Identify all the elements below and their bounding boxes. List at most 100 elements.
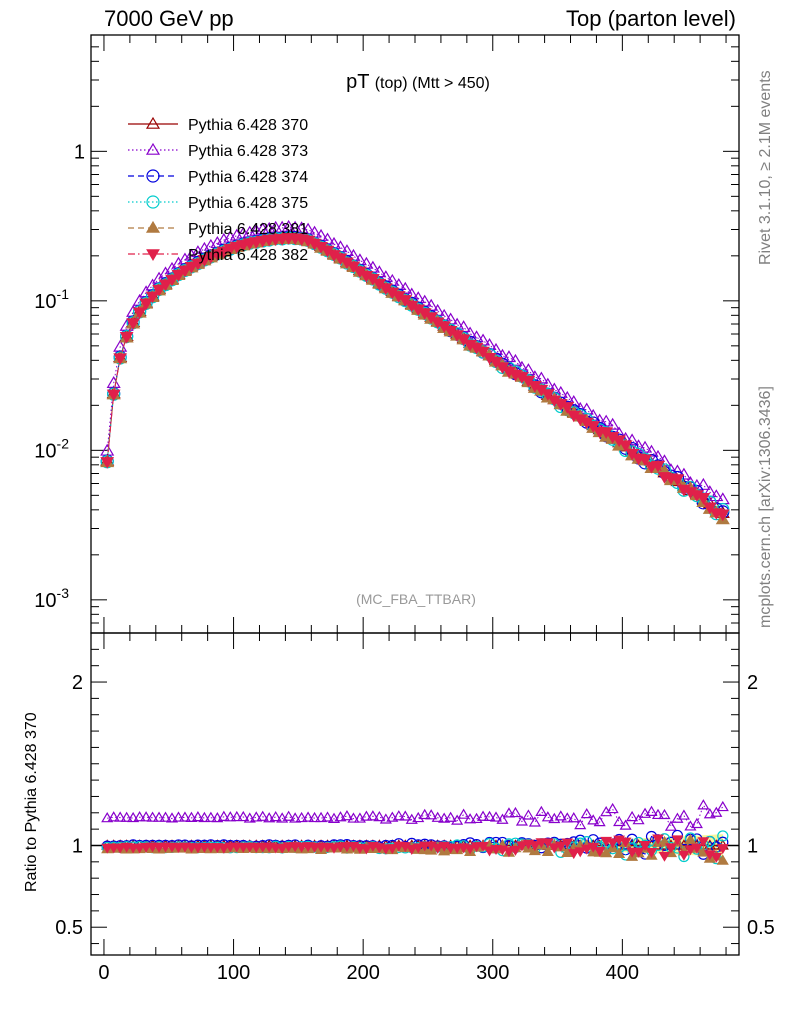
legend-entry: Pythia 6.428 370 [128, 116, 308, 134]
data-point [120, 811, 133, 822]
data-point [340, 810, 354, 821]
data-point [334, 811, 347, 822]
data-point [645, 847, 658, 858]
chart-title-sub: (top) (Mtt > 450) [375, 75, 490, 92]
data-point [211, 811, 224, 823]
data-point [146, 195, 160, 209]
data-point [715, 509, 730, 522]
data-point [638, 454, 652, 467]
data-point [626, 810, 639, 822]
data-point [528, 816, 541, 827]
data-point [328, 843, 340, 854]
data-point [541, 811, 554, 822]
data-point [716, 844, 729, 855]
data-point [114, 843, 127, 854]
data-point [522, 809, 535, 820]
ratio-series-line [107, 835, 724, 861]
ratio-plot-panel: 0 100 200 300 400 0.5 0.5 1 1 2 2 [55, 632, 775, 984]
ratio-y-tick-label: 2 [72, 672, 83, 694]
series-4 [100, 231, 730, 525]
data-point [366, 810, 379, 821]
data-point [574, 818, 587, 830]
data-point [541, 845, 554, 856]
data-point [184, 261, 199, 274]
series-line [106, 238, 724, 520]
data-point [554, 810, 567, 821]
ratio-y-tick-label-right: 2 [747, 672, 758, 694]
data-point [302, 811, 315, 822]
data-point [709, 489, 724, 502]
data-point [600, 846, 613, 858]
ratio-y-tick-label: 0.5 [55, 917, 83, 939]
data-point [451, 814, 464, 825]
data-point [230, 810, 243, 822]
data-point [637, 440, 653, 453]
data-point [405, 844, 418, 855]
data-point [360, 844, 373, 855]
data-point [133, 843, 146, 854]
data-point [159, 811, 172, 822]
data-point [101, 812, 114, 823]
data-point [534, 371, 549, 384]
data-point [652, 834, 664, 845]
data-point [632, 813, 645, 825]
header-energy-label: 7000 GeV pp [104, 6, 234, 31]
data-point [632, 847, 645, 858]
data-point [139, 298, 153, 311]
series-5 [100, 233, 730, 522]
data-point [580, 807, 593, 819]
data-point [716, 800, 729, 812]
data-point [263, 812, 276, 823]
data-point [146, 169, 160, 183]
data-point [606, 802, 619, 814]
data-point [690, 817, 703, 829]
data-point [165, 812, 179, 823]
data-point [431, 843, 444, 854]
data-point [645, 805, 658, 816]
data-point [677, 809, 690, 820]
data-point [613, 815, 626, 827]
ratio-y-tick-label: 1 [72, 835, 83, 857]
data-point [347, 812, 360, 823]
data-point [684, 845, 697, 856]
data-point [496, 813, 509, 824]
data-point [398, 295, 413, 307]
series-3 [100, 231, 730, 521]
data-point [658, 808, 671, 820]
data-point [631, 439, 646, 452]
data-point [289, 812, 302, 823]
y-tick-label: 1 [74, 141, 85, 163]
ratio-plot-frame [90, 632, 740, 956]
data-point [676, 467, 691, 480]
data-point [456, 320, 471, 333]
data-point [172, 811, 185, 822]
data-point [399, 810, 412, 821]
data-point [548, 843, 561, 854]
data-point [509, 845, 522, 856]
data-point [204, 252, 218, 264]
data-point [145, 291, 160, 304]
data-point [276, 843, 289, 854]
data-point [132, 307, 147, 320]
data-point [224, 811, 237, 822]
data-point [540, 389, 555, 401]
data-point [152, 811, 166, 822]
data-point [664, 820, 678, 831]
data-point [509, 806, 522, 818]
ratio-series-5 [101, 834, 729, 863]
legend-label: Pythia 6.428 373 [188, 143, 308, 160]
data-point [696, 492, 711, 505]
data-point [561, 812, 574, 823]
data-point [651, 460, 665, 473]
data-point [606, 838, 619, 849]
series-line [106, 237, 724, 514]
data-point [295, 811, 308, 823]
main-plot-panel: 1 10-1 10-2 10-3 Pythia 6.428 370 Pythia 6.42… [34, 34, 740, 634]
data-point [412, 843, 425, 854]
data-point [269, 810, 282, 822]
data-point [567, 849, 580, 860]
legend-entry: Pythia 6.428 373 [128, 142, 308, 160]
data-point [613, 847, 626, 859]
data-point [515, 815, 528, 826]
legend-entry: Pythia 6.428 375 [128, 195, 308, 212]
